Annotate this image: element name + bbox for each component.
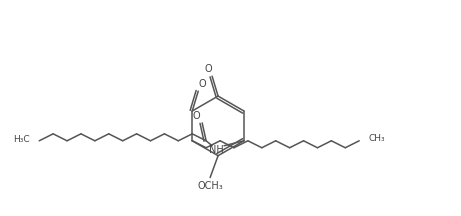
Text: O: O <box>198 79 206 89</box>
Text: H₃C: H₃C <box>12 135 30 144</box>
Text: NH: NH <box>209 145 224 155</box>
Text: OCH₃: OCH₃ <box>197 181 223 192</box>
Text: CH₃: CH₃ <box>368 134 385 143</box>
Text: O: O <box>192 111 200 121</box>
Text: O: O <box>204 64 212 74</box>
